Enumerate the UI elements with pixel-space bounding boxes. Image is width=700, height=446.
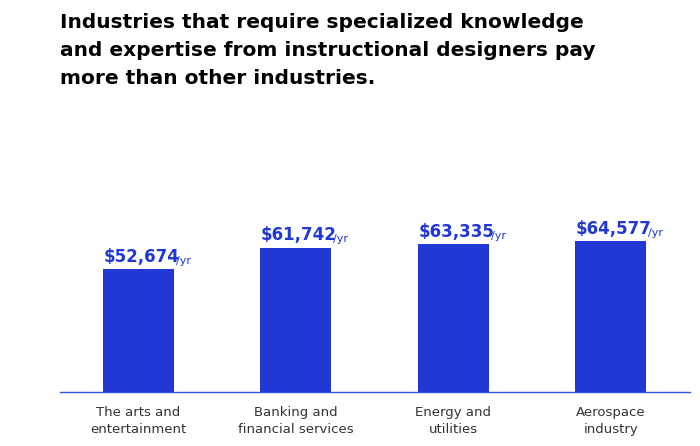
Text: /yr: /yr bbox=[491, 231, 505, 241]
Text: $61,742: $61,742 bbox=[261, 227, 337, 244]
Bar bbox=[418, 244, 489, 392]
Text: $63,335: $63,335 bbox=[419, 223, 494, 241]
Bar bbox=[575, 241, 646, 392]
Text: /yr: /yr bbox=[333, 235, 348, 244]
Text: /yr: /yr bbox=[648, 228, 663, 238]
Text: Industries that require specialized knowledge
and expertise from instructional d: Industries that require specialized know… bbox=[60, 13, 595, 88]
Bar bbox=[260, 248, 331, 392]
Text: $52,674: $52,674 bbox=[104, 248, 179, 266]
Bar bbox=[103, 269, 174, 392]
Text: /yr: /yr bbox=[176, 256, 190, 266]
Text: $64,577: $64,577 bbox=[576, 220, 652, 238]
